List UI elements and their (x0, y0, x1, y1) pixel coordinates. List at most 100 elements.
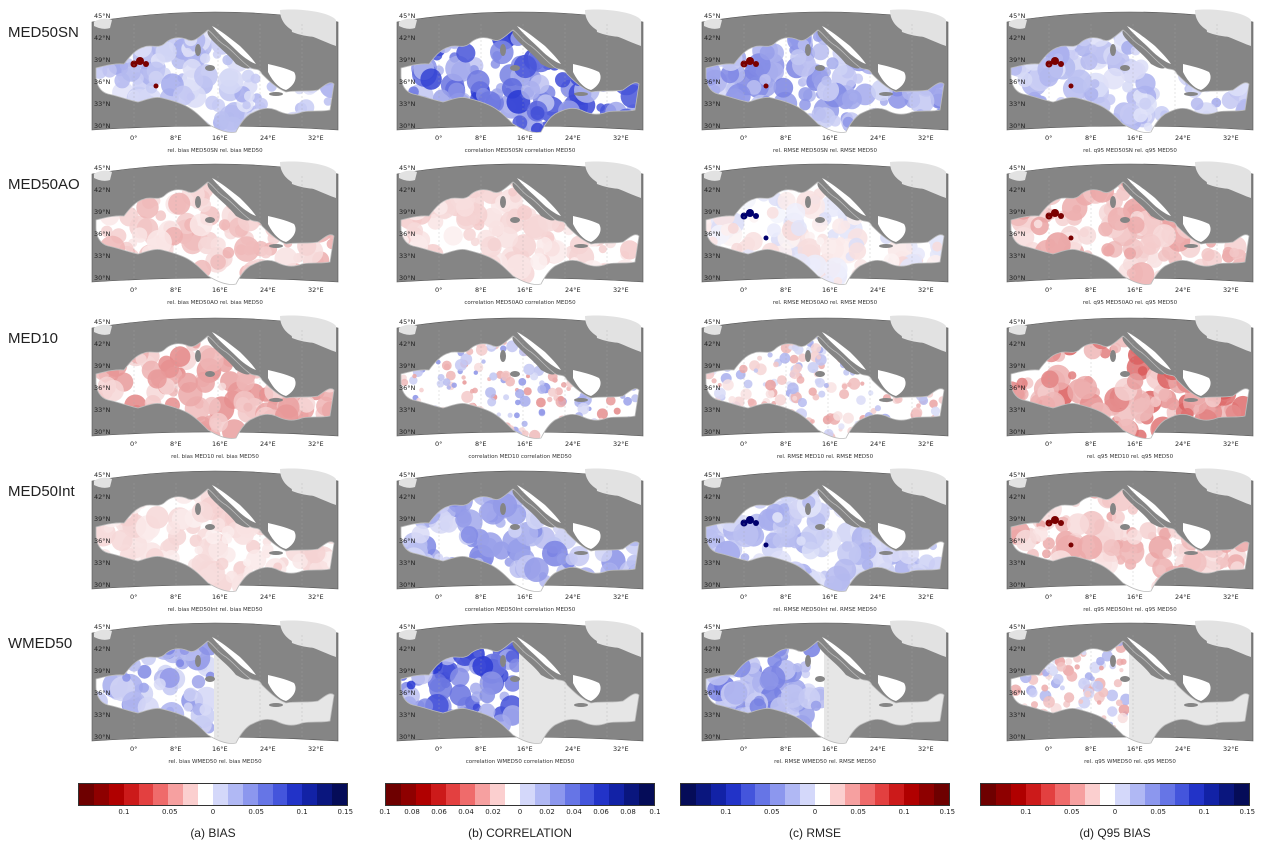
panel-caption: rel. RMSE MED50Int rel. RMSE MED50 (773, 607, 877, 613)
lat-tick-label: 36°N (399, 689, 416, 697)
lat-tick-label: 39°N (94, 56, 111, 64)
lat-tick-label: 30°N (94, 428, 111, 436)
mediterranean-map: 45°N 42°N 39°N 36°N 33°N 30°N 0° 8°E 16°E 24°E 32°… (1006, 620, 1254, 765)
row-label: MED50SN (8, 24, 79, 41)
lat-tick-label: 30°N (1009, 733, 1026, 741)
lon-tick-label: 32°E (1223, 593, 1239, 601)
colorbar-swatch (594, 784, 610, 805)
lat-tick-label: 33°N (704, 406, 721, 414)
panel-caption: rel. q95 MED10 rel. q95 MED50 (1087, 454, 1174, 460)
lon-tick-label: 8°E (780, 593, 792, 601)
lon-tick-label: 16°E (1127, 134, 1143, 142)
lon-tick-label: 8°E (170, 745, 182, 753)
lat-tick-label: 39°N (704, 208, 721, 216)
lon-tick-label: 0° (1045, 593, 1052, 601)
colorbar-swatch (995, 784, 1011, 805)
lon-tick-label: 24°E (870, 593, 886, 601)
map-panel-r4-c4: 45°N 42°N 39°N 36°N 33°N 30°N 0° 8°E 16°E 24°E 32°… (1005, 465, 1255, 617)
lon-tick-label: 32°E (613, 745, 629, 753)
lat-tick-label: 45°N (1009, 164, 1026, 172)
lat-tick-label: 30°N (1009, 581, 1026, 589)
colorbar-swatch (460, 784, 476, 805)
colorbar-swatch (755, 784, 771, 805)
lon-tick-label: 24°E (1175, 134, 1191, 142)
lon-tick-label: 8°E (780, 440, 792, 448)
lat-tick-label: 30°N (1009, 122, 1026, 130)
lon-tick-label: 16°E (212, 593, 228, 601)
lon-tick-label: 32°E (613, 286, 629, 294)
colorbar-swatch (725, 784, 741, 805)
colorbar-swatch (981, 784, 996, 805)
lon-tick-label: 32°E (308, 593, 324, 601)
lat-tick-label: 45°N (1009, 623, 1026, 631)
lat-tick-label: 42°N (94, 186, 111, 194)
lat-tick-label: 42°N (1009, 645, 1026, 653)
lat-tick-label: 33°N (94, 406, 111, 414)
hotspot-marker (1068, 235, 1074, 241)
lat-tick-label: 42°N (704, 186, 721, 194)
colorbar-swatch (1189, 784, 1205, 805)
lon-tick-label: 24°E (565, 134, 581, 142)
colorbar-tick-label: 0.08 (620, 808, 636, 816)
colorbar-swatch (198, 784, 214, 805)
lat-tick-label: 30°N (1009, 428, 1026, 436)
lat-tick-label: 42°N (94, 340, 111, 348)
colorbar-swatch (874, 784, 890, 805)
hotspot-marker (136, 57, 144, 65)
colorbar-swatch (242, 784, 258, 805)
hotspot-marker (143, 61, 149, 67)
lon-tick-label: 32°E (918, 134, 934, 142)
lat-tick-label: 36°N (94, 230, 111, 238)
lat-tick-label: 42°N (1009, 493, 1026, 501)
lat-tick-label: 36°N (704, 689, 721, 697)
lat-tick-label: 33°N (704, 100, 721, 108)
lat-tick-label: 45°N (1009, 318, 1026, 326)
panel-caption: rel. q95 MED50Int rel. q95 MED50 (1083, 607, 1177, 613)
colorbar-swatch (1159, 784, 1175, 805)
lat-tick-label: 39°N (704, 362, 721, 370)
colorbar-swatch (564, 784, 580, 805)
colorbar: 0.1 0.08 0.06 0.04 0.02 0 0.02 0.04 0.06 0.08 0.1 (379, 783, 661, 820)
colorbar: 0.1 0.05 0 0.05 0.1 0.15 (680, 783, 955, 820)
colorbar-swatch (272, 784, 288, 805)
row-label: WMED50 (8, 635, 73, 652)
lon-tick-label: 0° (130, 134, 137, 142)
colorbar-swatch (79, 784, 94, 805)
lat-tick-label: 42°N (704, 340, 721, 348)
lon-tick-label: 8°E (475, 134, 487, 142)
lon-tick-label: 32°E (1223, 745, 1239, 753)
lon-tick-label: 16°E (822, 134, 838, 142)
lat-tick-label: 39°N (94, 208, 111, 216)
colorbar-swatch (609, 784, 625, 805)
panel-caption: rel. RMSE MED10 rel. RMSE MED50 (777, 454, 874, 460)
lon-tick-label: 24°E (260, 593, 276, 601)
lon-tick-label: 24°E (1175, 440, 1191, 448)
colorbar-tick-label: 0.02 (485, 808, 501, 816)
lon-tick-label: 0° (740, 286, 747, 294)
colorbar-tick-label: 0.15 (1239, 808, 1256, 816)
colorbar-tick-label: 0.1 (379, 808, 391, 816)
colorbar-ticks: 0.1 0.05 0 0.05 0.1 0.15 (980, 806, 1255, 820)
lon-tick-label: 8°E (1085, 440, 1097, 448)
colorbar-tick-label: 0.05 (764, 808, 780, 816)
colorbar-swatch (1204, 784, 1220, 805)
lon-tick-label: 16°E (212, 440, 228, 448)
panel-caption: rel. RMSE MED50AO rel. RMSE MED50 (773, 300, 878, 306)
lat-tick-label: 42°N (399, 645, 416, 653)
hotspot-marker (1051, 57, 1059, 65)
lat-tick-label: 36°N (399, 384, 416, 392)
lat-tick-label: 36°N (1009, 384, 1026, 392)
lon-tick-label: 16°E (1127, 745, 1143, 753)
lat-tick-label: 33°N (399, 100, 416, 108)
colorbar-swatch (505, 784, 521, 805)
mediterranean-map: 45°N 42°N 39°N 36°N 33°N 30°N 0° 8°E 16°E 24°E 32°… (701, 315, 949, 460)
map-panel-r5-c3: 45°N 42°N 39°N 36°N 33°N 30°N 0° 8°E 16°E 24°E 32°… (700, 617, 950, 769)
lat-tick-label: 45°N (704, 471, 721, 479)
colorbar-swatch (1174, 784, 1190, 805)
colorbar-swatch (415, 784, 431, 805)
colorbar-swatch (1234, 784, 1250, 805)
lon-tick-label: 24°E (870, 745, 886, 753)
colorbar-title: (c) RMSE (789, 826, 841, 840)
colorbar-tick-label: 0.04 (458, 808, 474, 816)
colorbar-swatch (624, 784, 640, 805)
